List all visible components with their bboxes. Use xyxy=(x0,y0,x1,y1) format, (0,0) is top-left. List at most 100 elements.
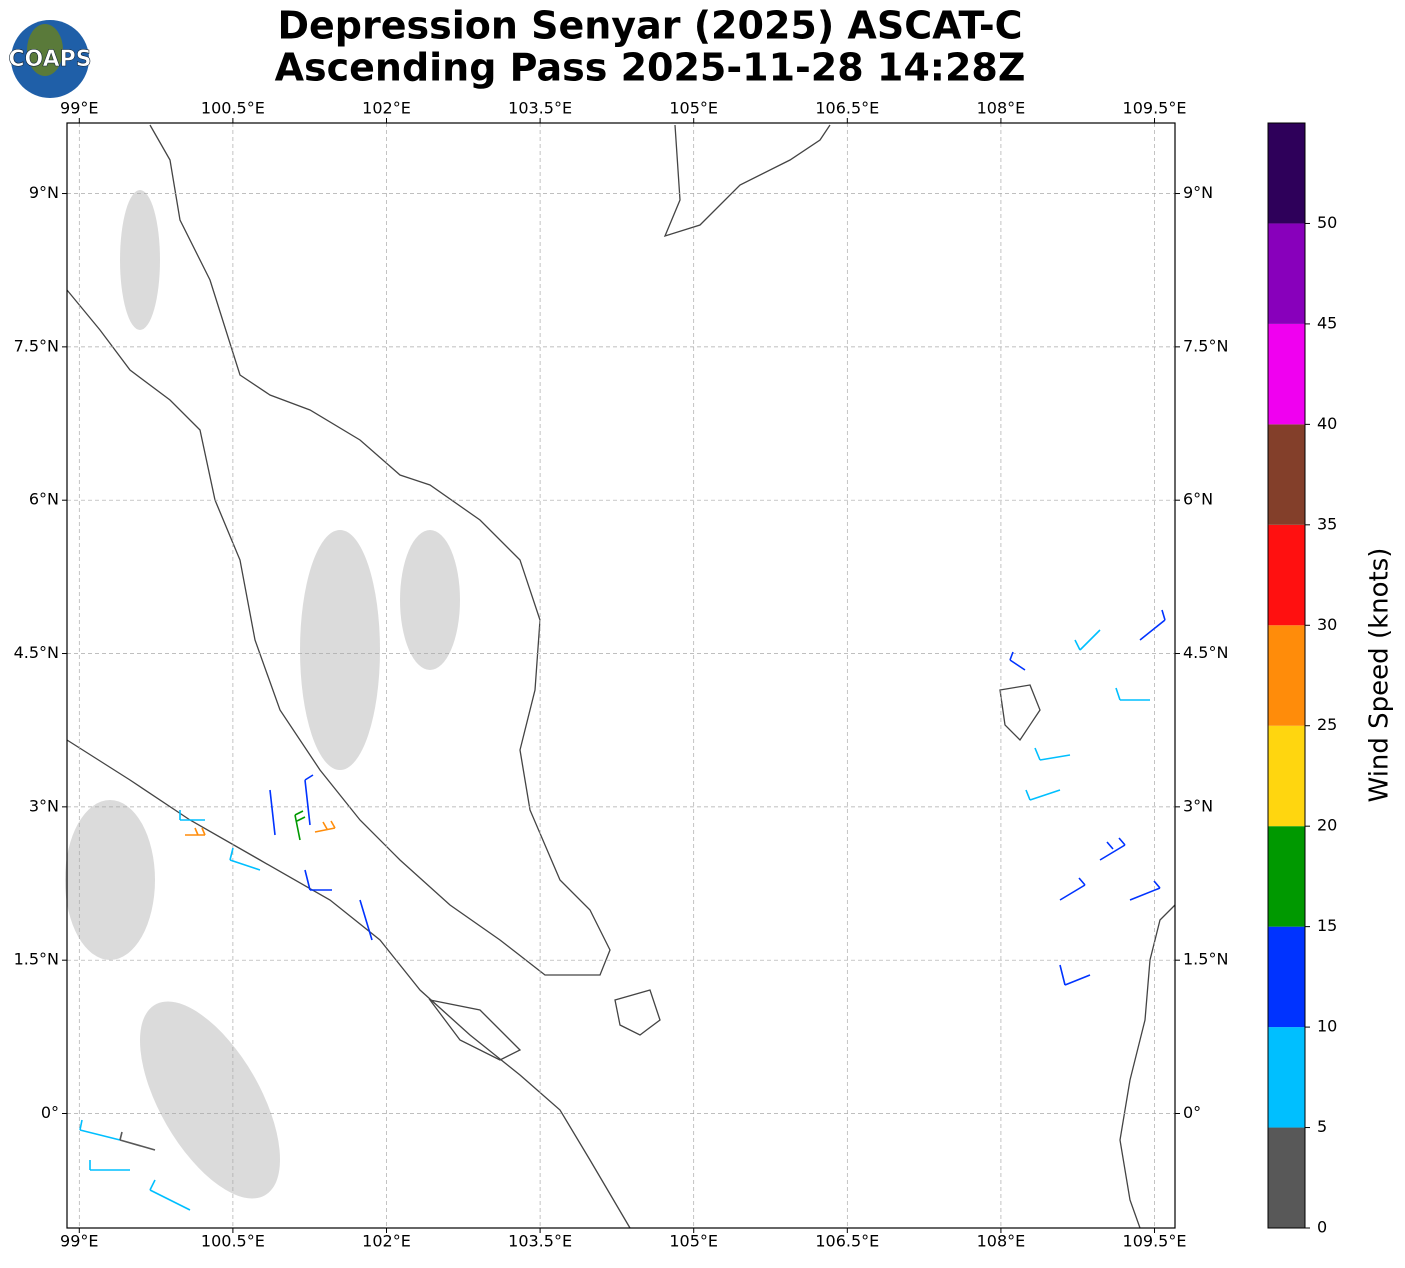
colorbar-tick-label: 20 xyxy=(1317,816,1337,835)
x-tick-label: 108°E xyxy=(977,1232,1026,1251)
coastline xyxy=(999,684,1041,742)
y-tick-label: 6°N xyxy=(1183,490,1213,509)
terrain-shade xyxy=(300,530,380,770)
y-tick-label: 7.5°N xyxy=(14,336,59,355)
wind-barb xyxy=(1009,651,1026,671)
x-tick-label: 102°E xyxy=(362,1232,411,1251)
x-tick-label: 100.5°E xyxy=(201,99,265,118)
x-tick-label: 99°E xyxy=(60,99,98,118)
wind-barb xyxy=(304,774,314,826)
terrain-shade xyxy=(400,530,460,670)
colorbar-tick-label: 40 xyxy=(1317,414,1337,433)
terrain-shade xyxy=(140,1001,280,1199)
coastline xyxy=(663,124,831,238)
coastline xyxy=(614,989,661,1036)
map-frame xyxy=(66,122,1176,1229)
wind-barb xyxy=(294,810,306,841)
colorbar-tick-label: 35 xyxy=(1317,514,1337,533)
y-tick-label: 3°N xyxy=(1183,796,1213,815)
colorbar: 0 5 10 15 20 25 30 35 40 45 50 xyxy=(1267,122,1337,1237)
wind-barb xyxy=(1129,880,1161,901)
colorbar-tick-label: 5 xyxy=(1317,1117,1327,1136)
x-tick-label: 109.5°E xyxy=(1123,1232,1187,1251)
y-tick-label: 4.5°N xyxy=(14,643,59,662)
logo-text: COAPS xyxy=(8,47,91,72)
map-area xyxy=(65,122,1176,1229)
colorbar-segment xyxy=(1268,323,1305,425)
x-tick-label: 108°E xyxy=(977,99,1026,118)
colorbar-segment xyxy=(1268,1027,1305,1128)
x-tick-label: 106.5°E xyxy=(815,1232,879,1251)
colorbar-tick-label: 10 xyxy=(1317,1017,1337,1036)
colorbar-segment xyxy=(1268,524,1305,626)
wind-barb xyxy=(1115,687,1150,701)
x-tick-label: 103.5°E xyxy=(508,99,572,118)
x-tick-label: 105°E xyxy=(669,1232,718,1251)
wind-barb xyxy=(119,1131,156,1151)
y-tick-label: 0° xyxy=(41,1103,59,1122)
colorbar-segment xyxy=(1268,123,1305,224)
colorbar-segment xyxy=(1268,725,1305,827)
wind-barb xyxy=(314,820,336,833)
colorbar-segment xyxy=(1268,625,1305,726)
coastline xyxy=(1119,904,1176,1229)
colorbar-segment xyxy=(1268,926,1305,1028)
x-tick-label: 103.5°E xyxy=(508,1232,572,1251)
colorbar-segment xyxy=(1268,1127,1305,1228)
x-tick-label: 102°E xyxy=(362,99,411,118)
wind-barb xyxy=(1139,609,1166,641)
wind-barb xyxy=(1059,877,1086,901)
wind-barb xyxy=(179,810,205,821)
wind-barb xyxy=(185,827,206,836)
map-background xyxy=(67,123,1175,1228)
wind-barb xyxy=(1034,747,1071,761)
colorbar-tick-label: 30 xyxy=(1317,615,1337,634)
coastline xyxy=(66,124,611,976)
wind-barb xyxy=(1025,789,1061,801)
colorbar-tick-label: 25 xyxy=(1317,715,1337,734)
colorbar-tick-label: 0 xyxy=(1317,1218,1327,1237)
wind-barb xyxy=(304,869,332,891)
y-tick-label: 0° xyxy=(1183,1103,1201,1122)
x-tick-label: 99°E xyxy=(60,1232,98,1251)
colorbar-tick-label: 45 xyxy=(1317,313,1337,332)
colorbar-label: Wind Speed (knots) xyxy=(1365,548,1395,803)
wind-barb xyxy=(359,899,373,941)
y-tick-label: 9°N xyxy=(1183,183,1213,202)
terrain xyxy=(65,190,460,1199)
logo: COAPS xyxy=(8,20,92,98)
wind-barb xyxy=(149,1179,191,1211)
wind-barb xyxy=(229,847,261,871)
y-tick-label: 3°N xyxy=(29,796,59,815)
colorbar-segment xyxy=(1268,424,1305,525)
title-line: Ascending Pass 2025-11-28 14:28Z xyxy=(275,46,1026,90)
title-line: Depression Senyar (2025) ASCAT-C xyxy=(277,4,1022,48)
y-tick-label: 4.5°N xyxy=(1183,643,1228,662)
x-tick-label: 105°E xyxy=(669,99,718,118)
grid xyxy=(67,123,1175,1228)
x-tick-label: 109.5°E xyxy=(1123,99,1187,118)
colorbar-segment xyxy=(1268,223,1305,324)
y-tick-label: 1.5°N xyxy=(14,950,59,969)
wind-barb xyxy=(1099,837,1126,861)
x-tick-label: 100.5°E xyxy=(201,1232,265,1251)
x-tick-label: 106.5°E xyxy=(815,99,879,118)
wind-barb xyxy=(1074,629,1101,651)
colorbar-frame xyxy=(1267,122,1306,1229)
wind-barb xyxy=(1059,964,1091,986)
y-tick-label: 1.5°N xyxy=(1183,950,1228,969)
wind-barbs xyxy=(79,609,1166,1211)
wind-barb xyxy=(269,789,276,836)
colorbar-tick-label: 50 xyxy=(1317,213,1337,232)
y-tick-label: 6°N xyxy=(29,490,59,509)
wind-barb xyxy=(89,1160,130,1171)
y-tick-label: 9°N xyxy=(29,183,59,202)
terrain-shade xyxy=(120,190,160,330)
coastline xyxy=(428,999,522,1061)
colorbar-tick-label: 15 xyxy=(1317,916,1337,935)
colorbar-segment xyxy=(1268,826,1305,927)
terrain-shade xyxy=(65,800,155,960)
wind-barb xyxy=(79,1119,121,1141)
y-tick-label: 7.5°N xyxy=(1183,336,1228,355)
